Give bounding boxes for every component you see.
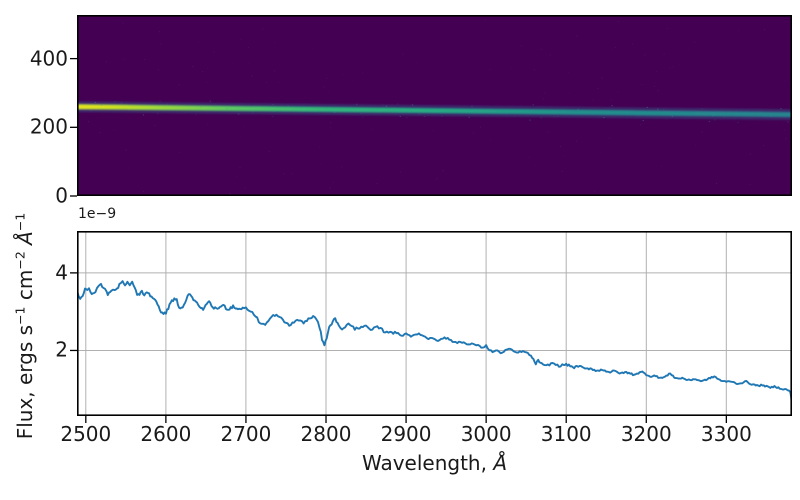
flux-y-tick-label: 4 [55,260,68,285]
image-y-tick-label: 0 [55,183,68,208]
spectral-image-panel [77,15,792,196]
spectral-image [77,15,792,196]
image-y-tick-label: 400 [29,46,68,71]
flux-x-tick-label: 2600 [140,422,192,446]
flux-x-tick-label: 2800 [300,422,352,446]
flux-x-tick-label: 2900 [380,422,432,446]
flux-plot [77,231,792,416]
flux-x-tick-label: 2700 [220,422,272,446]
flux-x-tick-label: 3000 [460,422,512,446]
x-axis-label-text: Wavelength, [361,451,494,475]
angstrom-symbol: Å [493,451,508,475]
y-axis-offset-text: 1e−9 [78,206,117,222]
image-y-tick-label: 200 [29,114,68,139]
flux-x-tick-label: 2500 [60,422,112,446]
flux-plot-panel [77,231,792,416]
flux-y-tick-label: 2 [55,338,68,363]
y-axis-label: Flux, ergs s−1 cm−2 Å−1 [12,212,37,440]
flux-x-tick-label: 3100 [540,422,592,446]
flux-x-tick-label: 3200 [620,422,672,446]
flux-x-tick-label: 3300 [700,422,752,446]
x-axis-label: Wavelength, Å [77,451,792,475]
